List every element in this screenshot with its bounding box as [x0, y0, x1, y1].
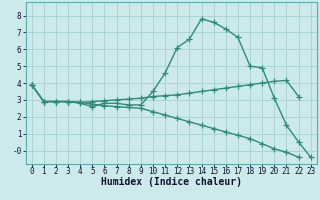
- X-axis label: Humidex (Indice chaleur): Humidex (Indice chaleur): [101, 177, 242, 187]
